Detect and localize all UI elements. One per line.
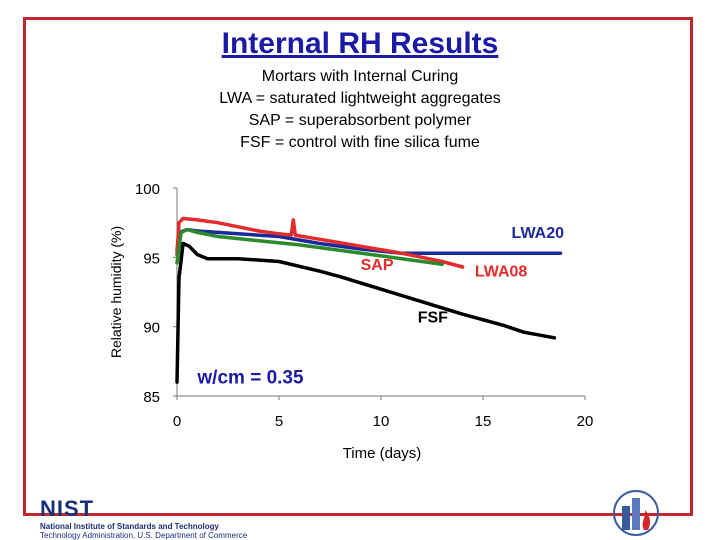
subtitle-line-4: FSF = control with fine silica fume (240, 134, 480, 151)
building-fire-logo-icon (613, 490, 659, 536)
series-line-lwa08 (175, 216, 465, 269)
x-tick-label: 5 (275, 413, 283, 430)
y-tick-label: 100 (135, 181, 160, 198)
series-line-lwa20 (175, 227, 563, 255)
x-tick-label: 15 (475, 413, 492, 430)
slide-frame (23, 17, 693, 516)
series-label-fsf: FSF (418, 310, 448, 327)
series-line-fsf (175, 241, 557, 384)
y-axis-label: Relative humidity (%) (108, 226, 124, 358)
nist-dept-line: Technology Administration, U.S. Departme… (40, 531, 248, 540)
series-line-sap (175, 227, 444, 267)
wcm-annotation: w/cm = 0.35 (196, 368, 304, 389)
y-tick-label: 90 (143, 320, 160, 337)
x-tick-label: 20 (577, 413, 594, 430)
x-tick-label: 0 (173, 413, 181, 430)
nist-wordmark: NIST (40, 496, 95, 521)
x-tick-label: 10 (373, 413, 390, 430)
y-tick-label: 95 (143, 250, 160, 267)
subtitle-line-2: LWA = saturated lightweight aggregates (219, 90, 501, 107)
nist-org-line: National Institute of Standards and Tech… (40, 522, 219, 531)
slide-title: Internal RH Results (221, 27, 499, 60)
series-label-lwa08: LWA08 (475, 264, 528, 281)
subtitle-line-3: SAP = superabsorbent polymer (248, 112, 472, 129)
series-label-lwa20: LWA20 (512, 225, 565, 242)
subtitle-line-1: Mortars with Internal Curing (261, 68, 459, 85)
x-axis-label: Time (days) (343, 445, 422, 462)
y-tick-label: 85 (143, 389, 160, 406)
nist-logo: NIST National Institute of Standards and… (40, 496, 247, 540)
series-label-sap: SAP (361, 257, 394, 274)
